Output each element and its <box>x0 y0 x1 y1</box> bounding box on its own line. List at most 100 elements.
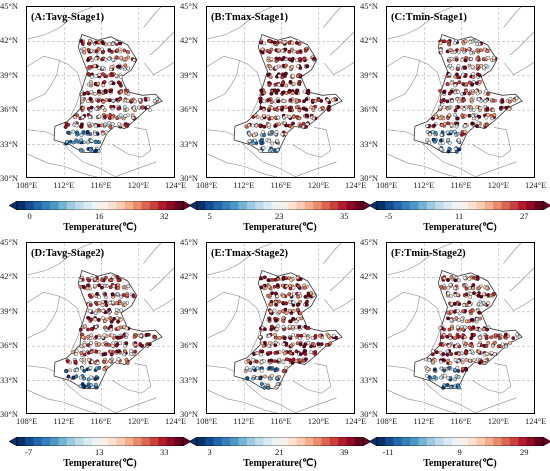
station-dot <box>282 40 287 45</box>
province-boundary <box>144 61 174 76</box>
map-frame: (A:Tavg-Stage1) <box>26 6 175 178</box>
colorbar-segment <box>75 201 84 210</box>
station-dot <box>82 384 86 389</box>
latitude-label: 30°N <box>0 173 19 183</box>
station-dot <box>124 341 129 346</box>
station-dot <box>287 308 292 313</box>
colorbar <box>189 437 371 446</box>
station-dot <box>514 96 519 101</box>
station-cluster <box>481 300 491 307</box>
station-cluster <box>295 73 303 79</box>
station-dot <box>438 326 442 330</box>
colorbar-segment <box>141 437 151 446</box>
station-dot <box>82 376 86 381</box>
colorbar-segment <box>83 201 92 210</box>
latitude-label: 45°N <box>180 1 199 11</box>
station-dot <box>115 116 119 121</box>
province-boundary <box>387 153 459 177</box>
station-dot <box>284 123 288 128</box>
station-cluster <box>145 342 152 349</box>
station-cluster <box>86 375 95 382</box>
station-dot <box>96 123 101 128</box>
station-dot <box>89 138 94 143</box>
colorbar <box>369 201 550 210</box>
station-dot <box>251 123 255 128</box>
station-dot <box>438 88 442 93</box>
colorbar-outline <box>196 437 364 446</box>
station-dot <box>454 124 459 129</box>
station-dot <box>463 39 468 44</box>
station-cluster <box>294 56 303 63</box>
colorbar-segment <box>288 201 297 210</box>
station-dot <box>267 376 272 381</box>
station-cluster <box>138 342 145 348</box>
station-cluster <box>303 324 311 331</box>
station-dot <box>123 302 128 307</box>
station-dot <box>262 385 267 390</box>
station-cluster <box>438 114 446 121</box>
station-cluster <box>243 366 253 373</box>
station-dot <box>294 349 299 354</box>
station-cluster <box>454 121 460 129</box>
station-cluster <box>129 349 138 357</box>
colorbar-segment <box>484 201 494 210</box>
station-dot <box>449 129 454 134</box>
station-dot <box>88 309 93 313</box>
station-cluster <box>86 137 94 145</box>
station-cluster <box>474 326 482 332</box>
station-dot <box>303 352 308 356</box>
station-cluster <box>296 64 303 70</box>
station-dot <box>306 340 311 345</box>
station-dot <box>460 366 465 371</box>
station-dot <box>288 351 293 356</box>
station-dot <box>304 302 309 307</box>
station-dot <box>482 361 487 365</box>
station-cluster <box>79 332 87 340</box>
station-dot <box>110 292 115 297</box>
station-cluster <box>132 341 138 348</box>
station-dot <box>450 66 455 71</box>
station-cluster <box>100 72 108 79</box>
station-dot <box>471 283 476 287</box>
station-cluster <box>280 71 288 80</box>
station-cluster <box>265 121 272 129</box>
colorbar-segment <box>426 201 436 210</box>
longitude-label: 120°E <box>307 416 330 426</box>
colorbar-segment <box>304 201 314 210</box>
colorbar-tick-label: -11 <box>382 447 394 457</box>
station-dot <box>479 302 484 307</box>
station-dot <box>272 284 277 289</box>
station-dot <box>309 105 313 110</box>
station-dot <box>483 99 488 104</box>
station-cluster <box>93 81 101 87</box>
station-dot <box>453 108 458 113</box>
station-cluster <box>288 283 296 291</box>
station-cluster <box>295 283 302 291</box>
station-dot <box>476 343 481 347</box>
station-dot <box>449 89 454 94</box>
station-cluster <box>295 114 302 121</box>
province-boundary <box>324 297 354 312</box>
station-cluster <box>103 325 109 332</box>
colorbar-segment <box>221 437 231 446</box>
map-frame: (D:Tavg-Stage2) <box>26 242 175 414</box>
colorbar-segment <box>280 201 289 210</box>
station-cluster <box>108 80 116 86</box>
station-dot <box>251 365 256 370</box>
colorbar-segment <box>518 201 527 210</box>
station-cluster <box>483 284 490 291</box>
station-dot <box>277 74 282 78</box>
station-cluster <box>273 332 282 340</box>
longitude-label: 112°E <box>413 416 435 426</box>
station-cluster <box>467 113 476 121</box>
latitude-label: 45°N <box>360 1 379 11</box>
station-cluster <box>310 55 317 62</box>
station-dot <box>295 341 300 346</box>
station-cluster <box>116 80 123 88</box>
station-cluster <box>251 113 260 119</box>
station-cluster <box>460 47 468 54</box>
station-dot <box>93 283 97 288</box>
station-dot <box>254 123 259 128</box>
station-cluster <box>266 283 273 291</box>
longitude-label: 108°E <box>376 416 398 426</box>
